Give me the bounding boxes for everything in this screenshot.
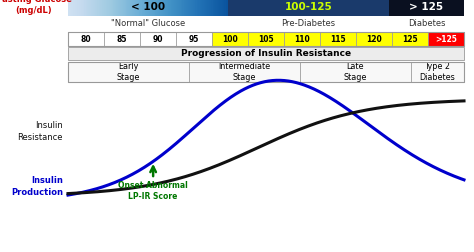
Text: 115: 115	[330, 35, 346, 44]
Text: 100: 100	[222, 35, 238, 44]
Bar	[68, 32, 104, 46]
Text: > 125: > 125	[410, 2, 444, 12]
Bar	[392, 32, 428, 46]
Text: Intermediate
Stage: Intermediate Stage	[218, 62, 270, 82]
Bar	[104, 32, 140, 46]
Text: 90: 90	[153, 35, 163, 44]
Bar	[320, 32, 356, 46]
Text: 120: 120	[366, 35, 382, 44]
Bar	[140, 32, 176, 46]
Bar	[68, 47, 464, 60]
Bar	[410, 62, 464, 82]
Text: 105: 105	[258, 35, 274, 44]
Bar	[68, 32, 464, 46]
Text: 85: 85	[117, 35, 127, 44]
Text: < 100: < 100	[131, 2, 165, 12]
Text: Fasting Glucose
(mg/dL): Fasting Glucose (mg/dL)	[0, 0, 72, 15]
Text: Type 2
Diabetes: Type 2 Diabetes	[419, 62, 455, 82]
Text: 100-125: 100-125	[285, 2, 332, 12]
Bar	[68, 62, 464, 82]
Bar	[176, 32, 212, 46]
Text: 125: 125	[402, 35, 418, 44]
Text: "Normal" Glucose: "Normal" Glucose	[111, 19, 185, 28]
Text: Onset Abnormal
LP-IR Score: Onset Abnormal LP-IR Score	[118, 181, 188, 201]
Bar	[300, 62, 410, 82]
Text: Early
Stage: Early Stage	[117, 62, 140, 82]
Bar	[284, 32, 320, 46]
Text: 110: 110	[294, 35, 310, 44]
Text: Insulin
Resistance: Insulin Resistance	[18, 121, 63, 142]
Text: Insulin
Production: Insulin Production	[11, 176, 63, 197]
Bar	[356, 32, 392, 46]
Bar	[189, 62, 300, 82]
Bar	[248, 32, 284, 46]
Bar	[428, 32, 464, 46]
Bar	[212, 32, 248, 46]
Text: Diabetes: Diabetes	[408, 19, 445, 28]
Bar	[228, 0, 389, 16]
Text: Late
Stage: Late Stage	[343, 62, 367, 82]
Text: 95: 95	[189, 35, 199, 44]
Bar	[68, 62, 189, 82]
Text: Progression of Insulin Resistance: Progression of Insulin Resistance	[181, 49, 351, 58]
Text: >125: >125	[435, 35, 457, 44]
Text: 80: 80	[81, 35, 91, 44]
Bar	[389, 0, 464, 16]
Text: Pre-Diabetes: Pre-Diabetes	[282, 19, 336, 28]
